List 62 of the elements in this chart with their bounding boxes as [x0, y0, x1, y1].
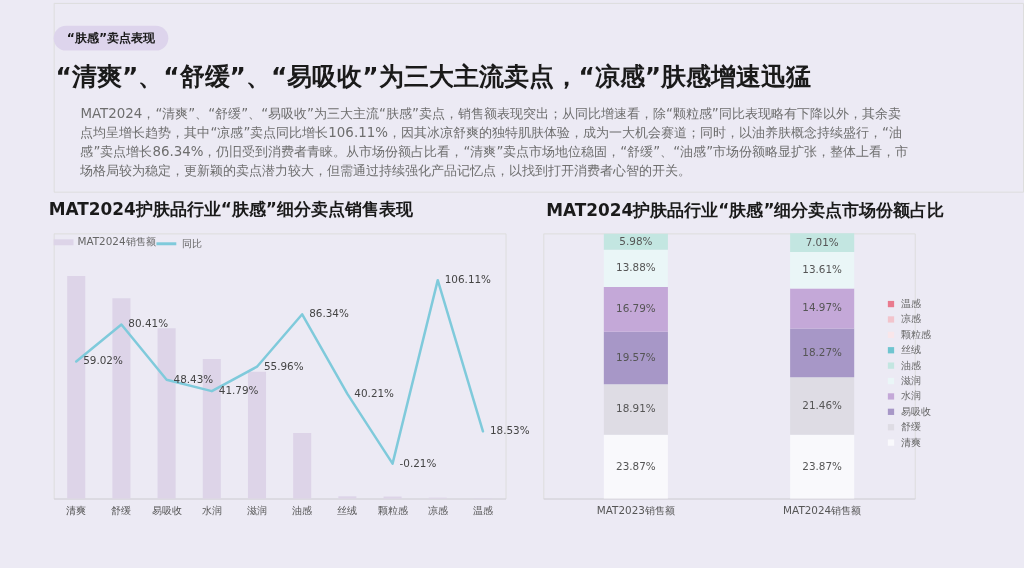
legend-label: 水润 [901, 389, 922, 402]
legend-label: MAT2024销售额 [77, 235, 156, 248]
bar [603, 384, 668, 435]
bar [603, 249, 668, 287]
x-tick-label: 清爽 [66, 503, 87, 516]
x-tick-label: 颗粒感 [377, 503, 408, 516]
bar [603, 286, 668, 332]
bar [603, 331, 668, 385]
x-tick-label: 水润 [201, 503, 222, 516]
legend-label: 清爽 [901, 435, 922, 448]
x-tick-label: 易吸收 [151, 503, 182, 516]
legend-label: 滋润 [901, 374, 922, 387]
chart-title: MAT2024护肤品行业“肤感”细分卖点市场份额占比 [546, 200, 945, 221]
data-label: 48.43% [173, 372, 214, 385]
x-tick-label: 凉感 [427, 503, 448, 516]
legend-label: 易吸收 [901, 404, 932, 417]
x-tick-label: 滋润 [246, 503, 267, 516]
data-label: 23.87% [802, 459, 843, 472]
data-label: 23.87% [616, 459, 656, 472]
legend-label: 凉感 [901, 312, 922, 325]
x-tick-label: MAT2023销售额 [596, 503, 675, 516]
text: “肤感”卖点表现 [66, 30, 157, 46]
legend-label: 温感 [901, 297, 922, 310]
data-label: 41.79% [218, 384, 259, 397]
data-label: 80.41% [128, 317, 169, 330]
data-label: 19.57% [616, 350, 656, 363]
data-label: 55.96% [263, 359, 304, 372]
bar [790, 252, 855, 289]
legend-label: 丝绒 [901, 343, 922, 356]
data-label: 18.53% [489, 424, 530, 437]
legend-label: 油感 [901, 358, 922, 371]
text: MAT2024，“清爽”、“舒缓”、“易吸收”为三大主流“肤感”卖点，销售额表现突出；从同比增速看，除“颗粒感”同比表现略有下降以外，其余卖点均呈增长趋势，其中“凉感”卖点同比增长106.11%，因其冰凉舒爽的独特肌肤体验，成为一大机会赛道；同时，以油养肤概念持续盛行，“油感”卖点增长86.34%，仍旧受到消费者青睐。从市场份额占比看，“清爽”卖点市场地位稳固，“舒缓”、“油感”市场份额略显扩张，整体上看，市场格局较为稳定，更新颖的卖点潜力较大，但需通过持续强化产品记忆点，以找到打开消费者心智的开关。 [79, 106, 909, 178]
x-tick-label: MAT2024销售额 [783, 503, 862, 516]
bar [790, 434, 855, 499]
legend-label: 舒缓 [901, 420, 922, 433]
data-label: 7.01% [805, 235, 839, 248]
data-label: 18.27% [802, 345, 843, 358]
x-tick-label: 舒缓 [111, 503, 132, 516]
data-label: 40.21% [354, 386, 395, 399]
data-label: 14.97% [802, 301, 843, 314]
x-tick-label: 温感 [472, 503, 493, 516]
data-label: 5.98% [619, 234, 653, 247]
legend-label: 颗粒感 [901, 327, 932, 340]
bar [790, 328, 855, 378]
x-tick-label: 丝绒 [337, 503, 358, 516]
data-label: 106.11% [444, 273, 492, 286]
data-label: -0.21% [399, 456, 437, 469]
data-label: 59.02% [83, 354, 123, 367]
legend-label: 同比 [181, 236, 202, 249]
data-label: 21.46% [802, 399, 843, 412]
x-tick-label: 油感 [292, 503, 313, 516]
bar [790, 233, 855, 253]
data-label: 86.34% [309, 307, 349, 320]
data-label: 13.88% [616, 261, 656, 274]
data-label: 13.61% [802, 263, 843, 276]
bar [790, 377, 855, 435]
bar [790, 288, 855, 329]
data-label: 18.91% [616, 402, 656, 415]
text: “清爽”、“舒缓”、“易吸收”为三大主流卖点，“凉感”肤感增速迅猛 [55, 62, 812, 92]
data-label: 16.79% [616, 302, 656, 315]
chart-title: MAT2024护肤品行业“肤感”细分卖点销售表现 [48, 199, 414, 220]
bar [603, 434, 668, 499]
